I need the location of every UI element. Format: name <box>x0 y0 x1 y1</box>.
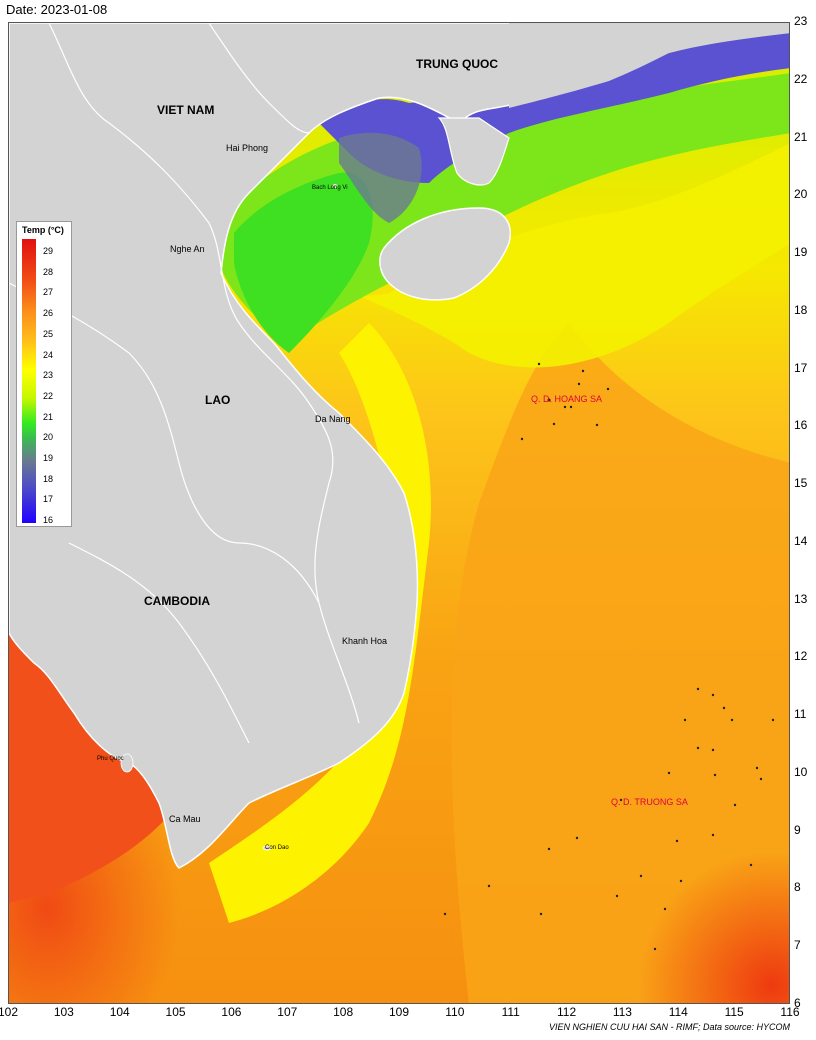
label-vietnam: VIET NAM <box>157 103 215 117</box>
spratly-islands <box>443 687 775 951</box>
temperature-legend: Temp (°C) 29 28 27 26 25 24 23 22 21 20 19 18 17 16 <box>16 221 72 527</box>
legend-tick-17: 17 <box>43 494 54 505</box>
label-hai-phong: Hai Phong <box>226 143 269 153</box>
lat-tick-18: 18 <box>794 302 808 317</box>
data-credit: VIEN NGHIEN CUU HAI SAN - RIMF; Data sou… <box>548 1022 790 1032</box>
land-mainland <box>9 23 650 869</box>
legend-title: Temp (°C) <box>22 225 64 235</box>
label-nghe-an: Nghe An <box>170 244 205 254</box>
label-cambodia: CAMBODIA <box>144 594 210 608</box>
legend-tick-24: 24 <box>43 349 54 360</box>
legend-tick-28: 28 <box>43 266 54 277</box>
lon-tick-107: 107 <box>277 1005 298 1019</box>
paracel-islands <box>520 362 610 441</box>
lon-tick-110: 110 <box>445 1005 465 1019</box>
coastal-islands <box>120 184 338 851</box>
legend-tick-21: 21 <box>43 411 54 422</box>
legend-tick-22: 22 <box>43 390 54 401</box>
lat-tick-13: 13 <box>794 591 808 606</box>
label-truong-sa: Q. D. TRUONG SA <box>611 797 688 807</box>
lon-tick-106: 106 <box>221 1005 242 1019</box>
label-con-dao: Con Dao <box>265 845 289 851</box>
lat-tick-8: 8 <box>794 880 801 895</box>
lat-tick-7: 7 <box>794 938 801 953</box>
legend-tick-29: 29 <box>43 246 54 256</box>
lon-tick-109: 109 <box>388 1005 410 1019</box>
lat-tick-21: 21 <box>794 129 808 144</box>
land-hainan <box>379 207 511 301</box>
legend-tick-16: 16 <box>43 515 54 526</box>
lon-tick-102: 102 <box>0 1005 19 1019</box>
legend-tick-26: 26 <box>43 308 54 319</box>
yellow-band-north <box>259 143 789 368</box>
lat-tick-11: 11 <box>794 707 807 722</box>
cold-strip-china-coast <box>319 31 789 183</box>
lat-tick-10: 10 <box>794 764 808 779</box>
lat-tick-17: 17 <box>794 360 808 375</box>
lon-tick-104: 104 <box>109 1005 130 1019</box>
legend-tick-19: 19 <box>43 453 54 463</box>
green-core-gulf <box>234 172 373 353</box>
hot-zone-southeast <box>409 623 789 1003</box>
label-laos: LAO <box>205 393 231 407</box>
legend-tick-20: 20 <box>43 432 54 443</box>
legend-tick-23: 23 <box>43 370 54 381</box>
lon-tick-112: 112 <box>556 1005 577 1019</box>
legend-tick-27: 27 <box>43 287 54 298</box>
lat-tick-20: 20 <box>794 187 808 202</box>
land-south-china <box>509 23 789 108</box>
label-hoang-sa: Q. D. HOANG SA <box>531 394 603 404</box>
label-china: TRUNG QUOC <box>416 57 498 71</box>
lat-tick-22: 22 <box>794 71 808 86</box>
lon-tick-111: 111 <box>501 1005 520 1019</box>
land-leizhou <box>437 117 510 186</box>
legend-tick-18: 18 <box>43 473 54 484</box>
lon-tick-105: 105 <box>165 1005 186 1019</box>
legend-colorbar <box>22 239 36 523</box>
country-borders <box>9 23 360 744</box>
lat-tick-14: 14 <box>794 533 808 548</box>
lat-tick-9: 9 <box>794 822 801 837</box>
map-date: Date: 2023-01-08 <box>6 2 108 17</box>
label-phu-quoc: Phu Quoc <box>97 756 124 762</box>
label-bach-long-vi: Bach Long Vi <box>312 185 348 191</box>
lon-tick-108: 108 <box>333 1005 354 1019</box>
lat-tick-12: 12 <box>794 649 808 664</box>
sst-map: TRUNG QUOC VIET NAM LAO CAMBODIA Hai Pho… <box>8 22 790 1004</box>
lat-tick-19: 19 <box>794 245 808 260</box>
lon-tick-113: 113 <box>612 1005 632 1019</box>
lat-tick-15: 15 <box>794 476 808 491</box>
lat-tick-16: 16 <box>794 418 808 433</box>
lon-tick-103: 103 <box>53 1005 74 1019</box>
lon-tick-116: 116 <box>780 1005 800 1019</box>
legend-tick-25: 25 <box>43 328 54 339</box>
label-da-nang: Da Nang <box>315 414 351 424</box>
label-ca-mau: Ca Mau <box>169 814 201 824</box>
lat-tick-23: 23 <box>794 14 808 28</box>
gulf-of-thailand-warm <box>9 623 179 903</box>
label-khanh-hoa: Khanh Hoa <box>342 636 388 646</box>
cold-strip-gulf-gradient <box>339 132 422 223</box>
lon-tick-115: 115 <box>724 1005 744 1019</box>
lon-tick-114: 114 <box>668 1005 688 1019</box>
lat-tick-6: 6 <box>794 996 801 1010</box>
sst-map-canvas <box>9 23 789 1003</box>
